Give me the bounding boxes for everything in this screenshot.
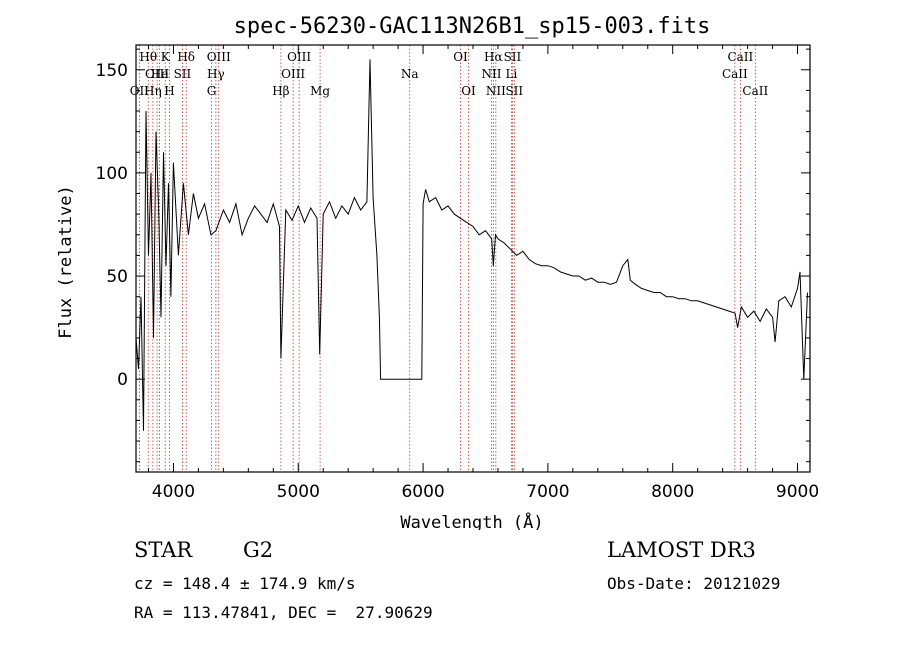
spectral-line-label: OII <box>130 84 150 98</box>
spectral-line-label: CaII <box>742 84 768 98</box>
spectral-line-label: Hα <box>484 50 503 64</box>
chart-title: spec-56230-GAC113N26B1_sp15-003.fits <box>234 14 711 39</box>
spectral-line-label: NII <box>486 84 506 98</box>
spectral-line-label: Hθ <box>139 50 157 64</box>
spectral-line-markers <box>138 45 756 472</box>
redshift-velocity: cz = 148.4 ± 174.9 km/s <box>134 574 356 593</box>
spectral-line-label: Li <box>506 67 518 81</box>
y-tick-label: 100 <box>96 164 128 184</box>
x-axis-label: Wavelength (Å) <box>400 511 543 530</box>
y-axis-label: Flux (relative) <box>56 185 76 339</box>
spectral-line-label: Hβ <box>272 84 289 98</box>
spectral-line-label: Hγ <box>207 67 225 81</box>
spectral-line-label: Hη <box>144 84 162 98</box>
spectrum-series-line <box>135 59 808 431</box>
spectral-line-label: OI <box>453 50 468 64</box>
spectral-line-label: SII <box>504 50 522 64</box>
spectral-line-label: CaII <box>727 50 753 64</box>
spectral-line-label: NII <box>481 67 501 81</box>
object-class: STAR <box>134 538 193 562</box>
spectral-line-label: He <box>151 67 169 81</box>
spectral-line-label: OI <box>461 84 476 98</box>
spectral-line-label: H <box>164 84 174 98</box>
spectral-line-label: Na <box>401 67 419 81</box>
spectral-line-label: Hδ <box>177 50 195 64</box>
observation-date: Obs-Date: 20121029 <box>607 574 781 593</box>
spectral-line-label: SII <box>174 67 192 81</box>
y-tick-label: 150 <box>96 61 128 81</box>
spectrum-chart: spec-56230-GAC113N26B1_sp15-003.fits OII… <box>56 14 819 530</box>
axis-ticks: 4000 5000 6000 7000 8000 9000 0 50 100 150 <box>96 45 819 502</box>
x-tick-label: 6000 <box>401 482 444 502</box>
spectral-line-label: SII <box>505 84 523 98</box>
spectral-line-label: OIII <box>145 67 169 81</box>
x-tick-label: 4000 <box>152 482 195 502</box>
x-tick-label: 5000 <box>277 482 320 502</box>
y-tick-label: 50 <box>106 267 128 287</box>
spectral-line-labels: OIIHθHηOIIIKHeHSIIHδHγGOIIIHβOIIIOIIIMgN… <box>130 50 769 98</box>
spectral-line-label: Mg <box>310 84 330 98</box>
x-tick-label: 8000 <box>651 482 694 502</box>
x-tick-label: 9000 <box>776 482 819 502</box>
spectral-line-label: K <box>161 50 171 64</box>
plot-frame <box>135 44 811 473</box>
spectral-line-label: CaII <box>722 67 748 81</box>
spectral-line-label: OIII <box>281 67 305 81</box>
spectral-line-label: G <box>207 84 217 98</box>
y-tick-label: 0 <box>117 370 128 390</box>
spectral-line-label: OIII <box>207 50 231 64</box>
survey-name: LAMOST DR3 <box>607 538 756 562</box>
spectral-line-label: OIII <box>287 50 311 64</box>
sky-coordinates: RA = 113.47841, DEC = 27.90629 <box>134 603 433 622</box>
x-tick-label: 7000 <box>526 482 569 502</box>
object-subclass: G2 <box>243 538 274 562</box>
